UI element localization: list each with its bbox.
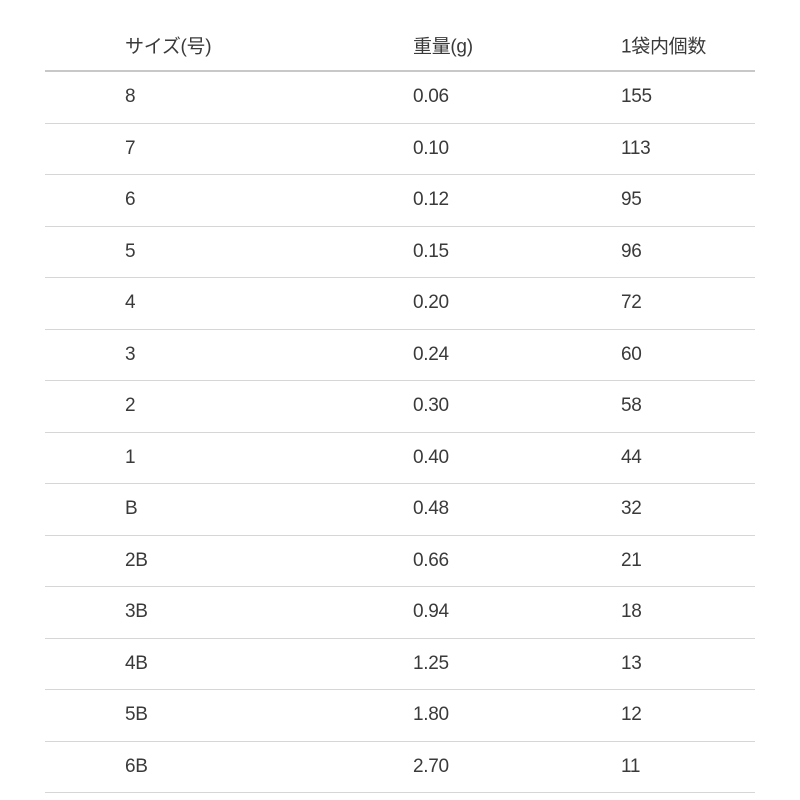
cell-size: 8	[125, 86, 136, 108]
table-row: 6 0.12 95	[45, 175, 755, 227]
header-size: サイズ(号)	[125, 36, 212, 58]
table-row: B 0.48 32	[45, 484, 755, 536]
cell-weight: 2.70	[413, 755, 449, 777]
cell-count: 18	[621, 601, 642, 623]
cell-weight: 0.10	[413, 137, 449, 159]
cell-size: 5B	[125, 704, 148, 726]
cell-size: 2B	[125, 549, 148, 571]
table-row: 3 0.24 60	[45, 330, 755, 381]
cell-count: 113	[621, 137, 651, 159]
cell-weight: 0.06	[413, 86, 449, 108]
table-row: 4 0.20 72	[45, 278, 755, 330]
cell-weight: 1.80	[413, 704, 449, 726]
cell-weight: 0.30	[413, 395, 449, 417]
cell-count: 155	[621, 86, 652, 108]
cell-weight: 1.25	[413, 652, 449, 674]
cell-weight: 0.48	[413, 498, 449, 520]
cell-weight: 0.66	[413, 549, 449, 571]
table-body: 8 0.06 155 7 0.10 113 6 0.12 95 5 0.15 96 4 0.20 72 3 0.…	[45, 72, 755, 793]
table-row: 5 0.15 96	[45, 227, 755, 278]
size-weight-table: サイズ(号) 重量(g) 1袋内個数 8 0.06 155 7 0.10 113 6 0.12…	[45, 20, 755, 793]
cell-count: 95	[621, 189, 642, 211]
table-row: 2B 0.66 21	[45, 536, 755, 587]
cell-size: 6B	[125, 755, 148, 777]
cell-weight: 0.15	[413, 240, 449, 262]
cell-count: 21	[621, 549, 642, 571]
table-row: 1 0.40 44	[45, 433, 755, 484]
cell-size: 4B	[125, 652, 148, 674]
table-row: 3B 0.94 18	[45, 587, 755, 639]
header-weight: 重量(g)	[413, 36, 473, 58]
cell-size: 7	[125, 137, 136, 159]
cell-size: 1	[125, 446, 136, 468]
table-row: 7 0.10 113	[45, 124, 755, 175]
cell-weight: 0.20	[413, 292, 449, 314]
cell-size: 2	[125, 395, 136, 417]
cell-count: 60	[621, 343, 642, 365]
cell-count: 58	[621, 395, 642, 417]
cell-size: 6	[125, 189, 136, 211]
table-row: 8 0.06 155	[45, 72, 755, 124]
cell-weight: 0.94	[413, 601, 449, 623]
cell-weight: 0.12	[413, 189, 449, 211]
cell-size: 3B	[125, 601, 148, 623]
cell-size: B	[125, 498, 138, 520]
cell-count: 13	[621, 652, 642, 674]
cell-count: 96	[621, 240, 642, 262]
header-count: 1袋内個数	[621, 36, 707, 58]
cell-count: 44	[621, 446, 642, 468]
table-row: 2 0.30 58	[45, 381, 755, 433]
cell-count: 72	[621, 292, 642, 314]
table-row: 5B 1.80 12	[45, 690, 755, 742]
cell-count: 11	[621, 755, 641, 777]
cell-count: 12	[621, 704, 642, 726]
cell-weight: 0.24	[413, 343, 449, 365]
cell-count: 32	[621, 498, 642, 520]
cell-size: 3	[125, 343, 136, 365]
cell-size: 4	[125, 292, 136, 314]
table-header: サイズ(号) 重量(g) 1袋内個数	[45, 20, 755, 72]
cell-weight: 0.40	[413, 446, 449, 468]
table-row: 6B 2.70 11	[45, 742, 755, 793]
cell-size: 5	[125, 240, 136, 262]
table-row: 4B 1.25 13	[45, 639, 755, 690]
